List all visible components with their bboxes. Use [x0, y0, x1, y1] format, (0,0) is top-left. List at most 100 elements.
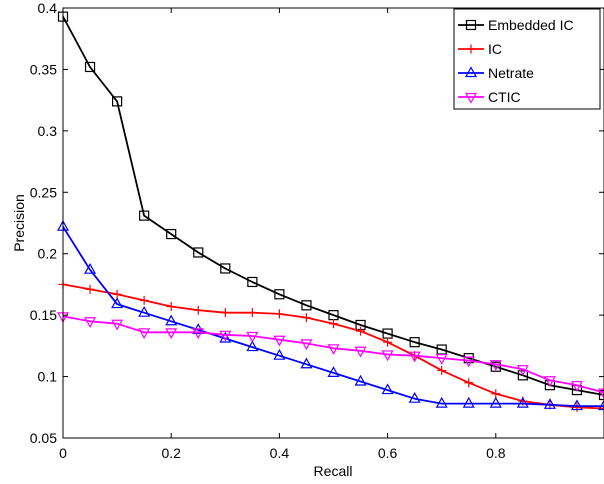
data-point-ctic — [219, 330, 232, 342]
x-tick-label: 0.6 — [378, 445, 398, 461]
data-point-netrate — [300, 357, 313, 369]
data-point-ctic — [462, 356, 475, 368]
data-point-ctic — [570, 381, 583, 392]
data-point-ic — [85, 284, 95, 294]
data-point-netrate — [273, 348, 286, 360]
data-point-netrate — [246, 340, 259, 352]
data-point-ctic — [111, 319, 124, 331]
plot-frame — [62, 7, 604, 439]
data-point-netrate — [408, 391, 421, 403]
data-point-ic — [139, 295, 149, 305]
data-point-embedded-ic — [139, 210, 150, 221]
data-point-embedded-ic — [274, 289, 285, 300]
y-tick-label: 0.25 — [30, 184, 57, 200]
data-point-embedded-ic — [598, 389, 604, 401]
data-point-netrate — [543, 398, 556, 409]
legend: Embedded IC IC Netrate CTIC — [453, 8, 601, 110]
series-netrate — [57, 219, 604, 411]
data-point-ic — [356, 326, 366, 336]
data-point-embedded-ic — [247, 276, 258, 288]
y-tick-label: 0.35 — [30, 61, 57, 77]
series-line-embedded-ic — [62, 16, 604, 396]
legend-label: IC — [488, 41, 502, 57]
data-point-ic — [247, 308, 257, 318]
series-line-ctic — [62, 315, 604, 394]
data-point-netrate — [597, 399, 604, 411]
x-tick-label: 0.8 — [486, 445, 506, 461]
data-point-ctic — [408, 351, 421, 363]
legend-marker — [465, 19, 477, 31]
data-point-ic — [112, 289, 122, 299]
data-point-ctic — [597, 388, 604, 400]
data-point-ctic — [165, 328, 178, 340]
y-axis-label: Precision — [11, 194, 27, 252]
data-point-ic — [329, 319, 338, 329]
data-point-ctic — [327, 344, 340, 356]
data-point-ctic — [84, 317, 97, 329]
data-point-netrate — [489, 396, 502, 408]
y-tick-label: 0.15 — [30, 307, 57, 323]
data-point-ic — [383, 337, 393, 347]
data-point-ic — [166, 302, 176, 312]
legend-entry-ic: IC — [458, 41, 502, 57]
data-point-embedded-ic — [409, 337, 420, 348]
x-tick-label: 0.2 — [161, 445, 181, 461]
legend-label: Embedded IC — [488, 17, 574, 33]
data-point-ic — [193, 305, 203, 315]
data-point-ic — [572, 402, 582, 412]
series-ctic — [57, 312, 604, 400]
data-point-embedded-ic — [193, 247, 204, 258]
data-point-ctic — [516, 365, 529, 376]
legend-entry-ctic: CTIC — [458, 89, 521, 105]
data-point-netrate — [165, 314, 178, 326]
data-point-embedded-ic — [220, 263, 231, 274]
data-point-embedded-ic — [517, 370, 528, 381]
data-point-netrate — [111, 297, 124, 309]
series-ic — [58, 279, 604, 414]
legend-marker — [466, 44, 476, 54]
data-point-ctic — [246, 331, 259, 343]
data-point-netrate — [435, 396, 448, 408]
data-point-ctic — [381, 350, 394, 362]
data-point-netrate — [84, 262, 97, 274]
data-point-ctic — [354, 346, 367, 358]
legend-entry-embedded-ic: Embedded IC — [458, 17, 574, 33]
data-point-netrate — [570, 399, 583, 411]
data-point-ctic — [489, 360, 502, 372]
legend-marker — [464, 92, 478, 104]
data-point-ic — [220, 308, 230, 318]
legend-marker — [464, 66, 478, 78]
data-point-ctic — [300, 339, 313, 351]
x-tick-label: 0 — [59, 445, 67, 461]
data-point-embedded-ic — [301, 300, 312, 311]
series-line-netrate — [62, 226, 604, 408]
legend-label: CTIC — [488, 89, 521, 105]
y-tick-label: 0.3 — [38, 123, 58, 139]
data-point-ctic — [192, 328, 205, 340]
y-tick-label: 0.2 — [38, 246, 58, 262]
data-point-netrate — [327, 366, 340, 377]
legend-label: Netrate — [488, 65, 534, 81]
data-point-netrate — [219, 331, 232, 343]
data-point-embedded-ic — [111, 96, 123, 107]
legend-entry-netrate: Netrate — [458, 65, 534, 81]
data-point-netrate — [462, 396, 475, 408]
data-point-netrate — [138, 305, 151, 317]
data-point-netrate — [381, 383, 394, 395]
y-tick-label: 0.1 — [38, 369, 58, 385]
y-tick-label: 0.4 — [38, 0, 58, 16]
data-point-embedded-ic — [490, 361, 501, 372]
data-point-ctic — [273, 335, 286, 347]
data-point-ic — [599, 404, 604, 414]
data-point-embedded-ic — [166, 228, 177, 240]
data-point-ic — [437, 365, 447, 375]
data-point-ic — [274, 309, 284, 319]
series-embedded-ic — [57, 11, 604, 401]
data-point-ic — [464, 378, 474, 388]
data-point-netrate — [354, 374, 367, 386]
data-point-netrate — [516, 396, 529, 408]
data-point-ic — [301, 313, 311, 323]
data-point-ctic — [543, 376, 556, 387]
x-axis-label: Recall — [314, 463, 353, 479]
